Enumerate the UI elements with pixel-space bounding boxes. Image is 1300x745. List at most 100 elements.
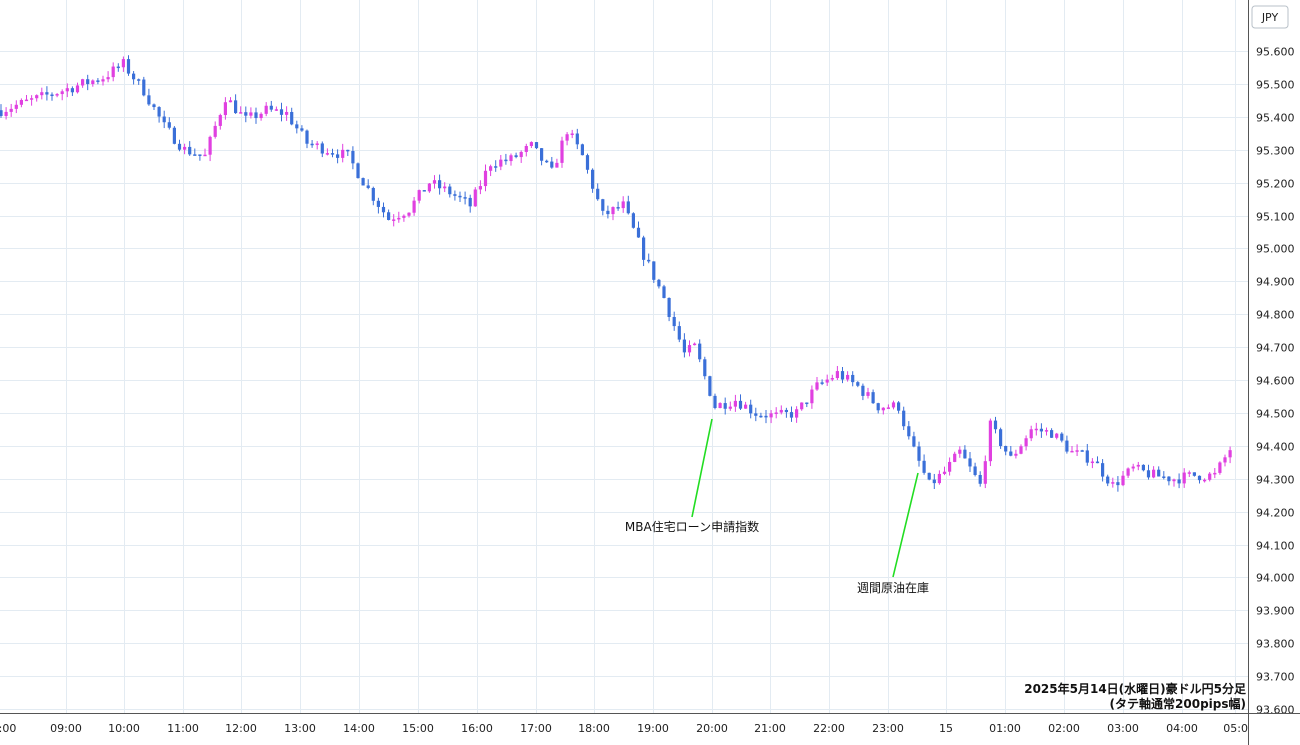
candle bbox=[1014, 449, 1018, 459]
candle bbox=[162, 110, 166, 129]
candle bbox=[774, 407, 778, 419]
candle bbox=[703, 356, 707, 380]
candle bbox=[891, 400, 896, 410]
candle bbox=[840, 367, 845, 384]
candle bbox=[14, 100, 18, 114]
candle bbox=[285, 106, 289, 121]
candle bbox=[540, 148, 544, 166]
candle bbox=[1060, 432, 1064, 443]
candle bbox=[713, 393, 717, 410]
candle bbox=[1152, 466, 1156, 479]
candle bbox=[728, 401, 732, 411]
y-tick-label: 95.500 bbox=[1256, 79, 1295, 92]
candle bbox=[188, 141, 192, 156]
candle bbox=[825, 374, 829, 386]
candle bbox=[902, 406, 906, 431]
candle bbox=[91, 79, 95, 87]
candle bbox=[1187, 470, 1191, 478]
candle bbox=[927, 472, 931, 481]
x-tick-label: 01:00 bbox=[989, 722, 1021, 735]
candle bbox=[937, 470, 941, 485]
candle bbox=[361, 177, 365, 186]
candle bbox=[759, 412, 763, 418]
candle bbox=[392, 214, 396, 227]
candle bbox=[769, 410, 773, 424]
candle bbox=[1019, 444, 1023, 455]
y-tick-label: 94.200 bbox=[1256, 507, 1295, 520]
candle bbox=[601, 198, 605, 216]
candle bbox=[86, 74, 90, 91]
candle bbox=[504, 153, 508, 165]
candle bbox=[1208, 472, 1212, 482]
candle bbox=[519, 150, 523, 163]
candle bbox=[1070, 445, 1074, 453]
candle bbox=[631, 212, 635, 229]
candle bbox=[744, 401, 748, 409]
candle bbox=[723, 397, 727, 415]
candle bbox=[116, 63, 120, 72]
candle bbox=[422, 190, 426, 192]
candle bbox=[524, 143, 528, 157]
currency-badge[interactable] bbox=[1251, 5, 1289, 29]
candle bbox=[45, 86, 49, 101]
candle bbox=[514, 152, 518, 159]
candle bbox=[1065, 435, 1069, 454]
y-tick-label: 94.000 bbox=[1256, 572, 1295, 585]
candle bbox=[917, 441, 921, 467]
candle bbox=[983, 455, 987, 489]
candle bbox=[70, 86, 74, 96]
y-tick-label: 93.600 bbox=[1256, 704, 1295, 717]
candle bbox=[81, 78, 85, 88]
candle bbox=[371, 186, 375, 206]
candle bbox=[106, 71, 110, 83]
candle bbox=[886, 404, 890, 409]
candle bbox=[988, 418, 992, 467]
candle bbox=[810, 385, 814, 409]
candle bbox=[468, 194, 472, 213]
candle bbox=[50, 92, 54, 101]
candle bbox=[1039, 423, 1043, 438]
candle bbox=[55, 93, 59, 98]
candle bbox=[570, 129, 574, 139]
candle bbox=[132, 71, 136, 85]
candle bbox=[596, 183, 600, 201]
candle bbox=[805, 402, 809, 408]
candle bbox=[993, 416, 998, 434]
candle bbox=[4, 107, 8, 120]
candle bbox=[968, 451, 972, 473]
candle bbox=[325, 148, 329, 156]
candle bbox=[264, 102, 268, 117]
candle bbox=[800, 402, 804, 411]
candle bbox=[565, 132, 569, 146]
candle bbox=[616, 201, 620, 211]
candles bbox=[0, 55, 1232, 492]
candle bbox=[330, 148, 335, 158]
x-tick-label: 22:00 bbox=[813, 722, 845, 735]
candle bbox=[677, 321, 681, 343]
x-tick-label: 13:00 bbox=[284, 722, 316, 735]
candle bbox=[40, 87, 44, 100]
candle bbox=[1218, 461, 1222, 475]
candle bbox=[381, 202, 386, 218]
candle bbox=[346, 149, 350, 157]
candle bbox=[310, 140, 314, 148]
candle bbox=[351, 146, 355, 170]
candle bbox=[764, 410, 768, 424]
candle bbox=[0, 104, 3, 118]
candle bbox=[448, 183, 452, 198]
candle bbox=[208, 135, 212, 162]
candle bbox=[356, 162, 360, 179]
candle bbox=[483, 164, 488, 192]
candle bbox=[795, 406, 799, 423]
candle bbox=[550, 156, 554, 169]
candle bbox=[1101, 459, 1105, 482]
candle bbox=[223, 97, 227, 120]
candle bbox=[417, 189, 421, 204]
y-tick-label: 94.600 bbox=[1256, 375, 1295, 388]
candle bbox=[167, 117, 171, 130]
candle bbox=[815, 377, 819, 391]
x-tick-label: 17:00 bbox=[520, 722, 552, 735]
